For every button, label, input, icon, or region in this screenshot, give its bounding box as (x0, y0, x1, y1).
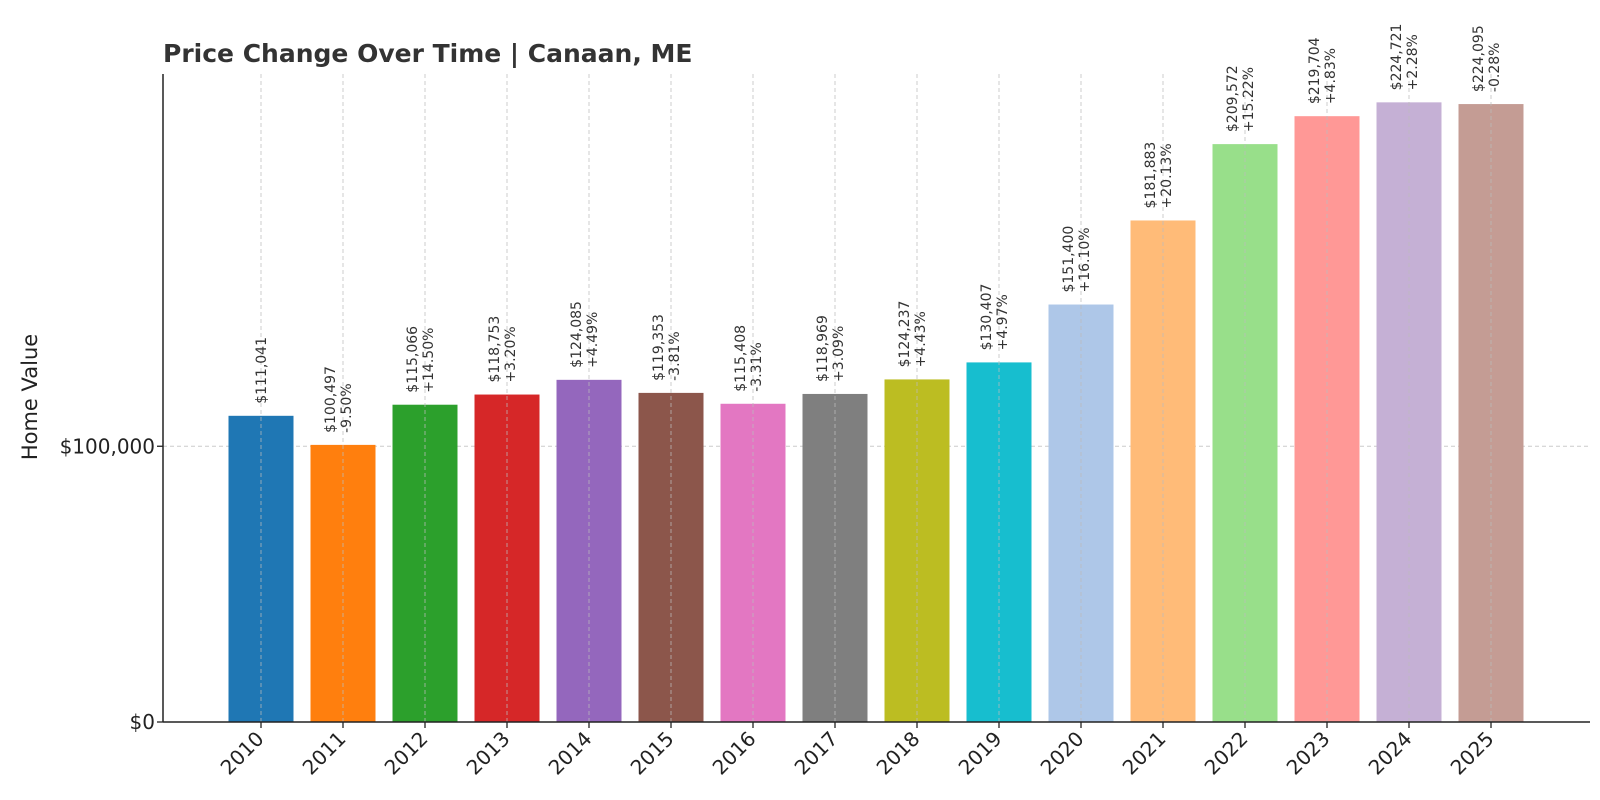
change-label: +16.10% (1077, 227, 1093, 292)
change-label: +4.97% (995, 294, 1011, 350)
value-label: $124,237 (897, 301, 913, 368)
value-label: $119,353 (651, 314, 667, 381)
x-tick-label: 2011 (298, 727, 351, 780)
change-label: -9.50% (339, 383, 355, 433)
x-tick-label: 2018 (872, 727, 925, 780)
x-tick-label: 2025 (1446, 727, 1499, 780)
value-label: $115,066 (405, 326, 421, 393)
x-tick-label: 2014 (544, 727, 597, 780)
value-label: $130,407 (979, 284, 995, 351)
x-tick-label: 2010 (216, 727, 269, 780)
value-label: $209,572 (1225, 65, 1241, 132)
change-label: +2.28% (1405, 34, 1421, 90)
value-label: $151,400 (1061, 226, 1077, 293)
x-tick-label: 2012 (380, 727, 433, 780)
x-tick-label: 2023 (1282, 727, 1335, 780)
change-label: +15.22% (1241, 67, 1257, 132)
value-label: $224,721 (1389, 24, 1405, 91)
vertical-gridlines (260, 74, 1492, 722)
axes (157, 74, 1590, 728)
change-label: +20.13% (1159, 143, 1175, 208)
y-axis-label: Home Value (18, 334, 42, 460)
bar-2020 (1048, 304, 1114, 722)
x-tick-label: 2021 (1118, 727, 1171, 780)
value-label: $118,969 (815, 315, 831, 382)
x-tick-label: 2024 (1364, 727, 1417, 780)
data-labels: $111,041 $100,497 -9.50% $115,066 +14.50% $11… (254, 24, 1503, 433)
x-tick-label: 2016 (708, 727, 761, 780)
value-label: $181,883 (1143, 142, 1159, 209)
value-label: $111,041 (254, 337, 270, 404)
x-tick-label: 2013 (462, 727, 515, 780)
bar-2016 (720, 403, 786, 722)
value-label: $124,085 (569, 301, 585, 368)
value-label: $118,753 (487, 316, 503, 383)
value-label: $115,408 (733, 325, 749, 392)
x-tick-label: 2020 (1036, 727, 1089, 780)
x-tick-label: 2019 (954, 727, 1007, 780)
change-label: +3.20% (503, 326, 519, 382)
change-label: -0.28% (1487, 43, 1503, 93)
chart-title: Price Change Over Time | Canaan, ME (163, 39, 692, 68)
change-label: +4.83% (1323, 48, 1339, 104)
change-label: +3.09% (831, 326, 847, 382)
change-label: -3.31% (749, 342, 765, 392)
y-tick-label: $0 (130, 710, 155, 734)
x-tick-label: 2017 (790, 727, 843, 780)
bar-2019 (966, 362, 1032, 722)
value-label: $100,497 (323, 366, 339, 433)
change-label: +4.49% (585, 312, 601, 368)
bar-2021 (1130, 220, 1196, 723)
y-tick-label: $100,000 (60, 434, 155, 458)
change-label: +14.50% (421, 328, 437, 393)
bars (228, 102, 1524, 723)
change-label: +4.43% (913, 311, 929, 367)
bar-2011 (310, 444, 376, 722)
value-label: $219,704 (1307, 37, 1323, 104)
value-label: $224,095 (1471, 25, 1487, 92)
x-tick-label: 2015 (626, 727, 679, 780)
x-tick-label: 2022 (1200, 727, 1253, 780)
change-label: -3.81% (667, 331, 683, 381)
